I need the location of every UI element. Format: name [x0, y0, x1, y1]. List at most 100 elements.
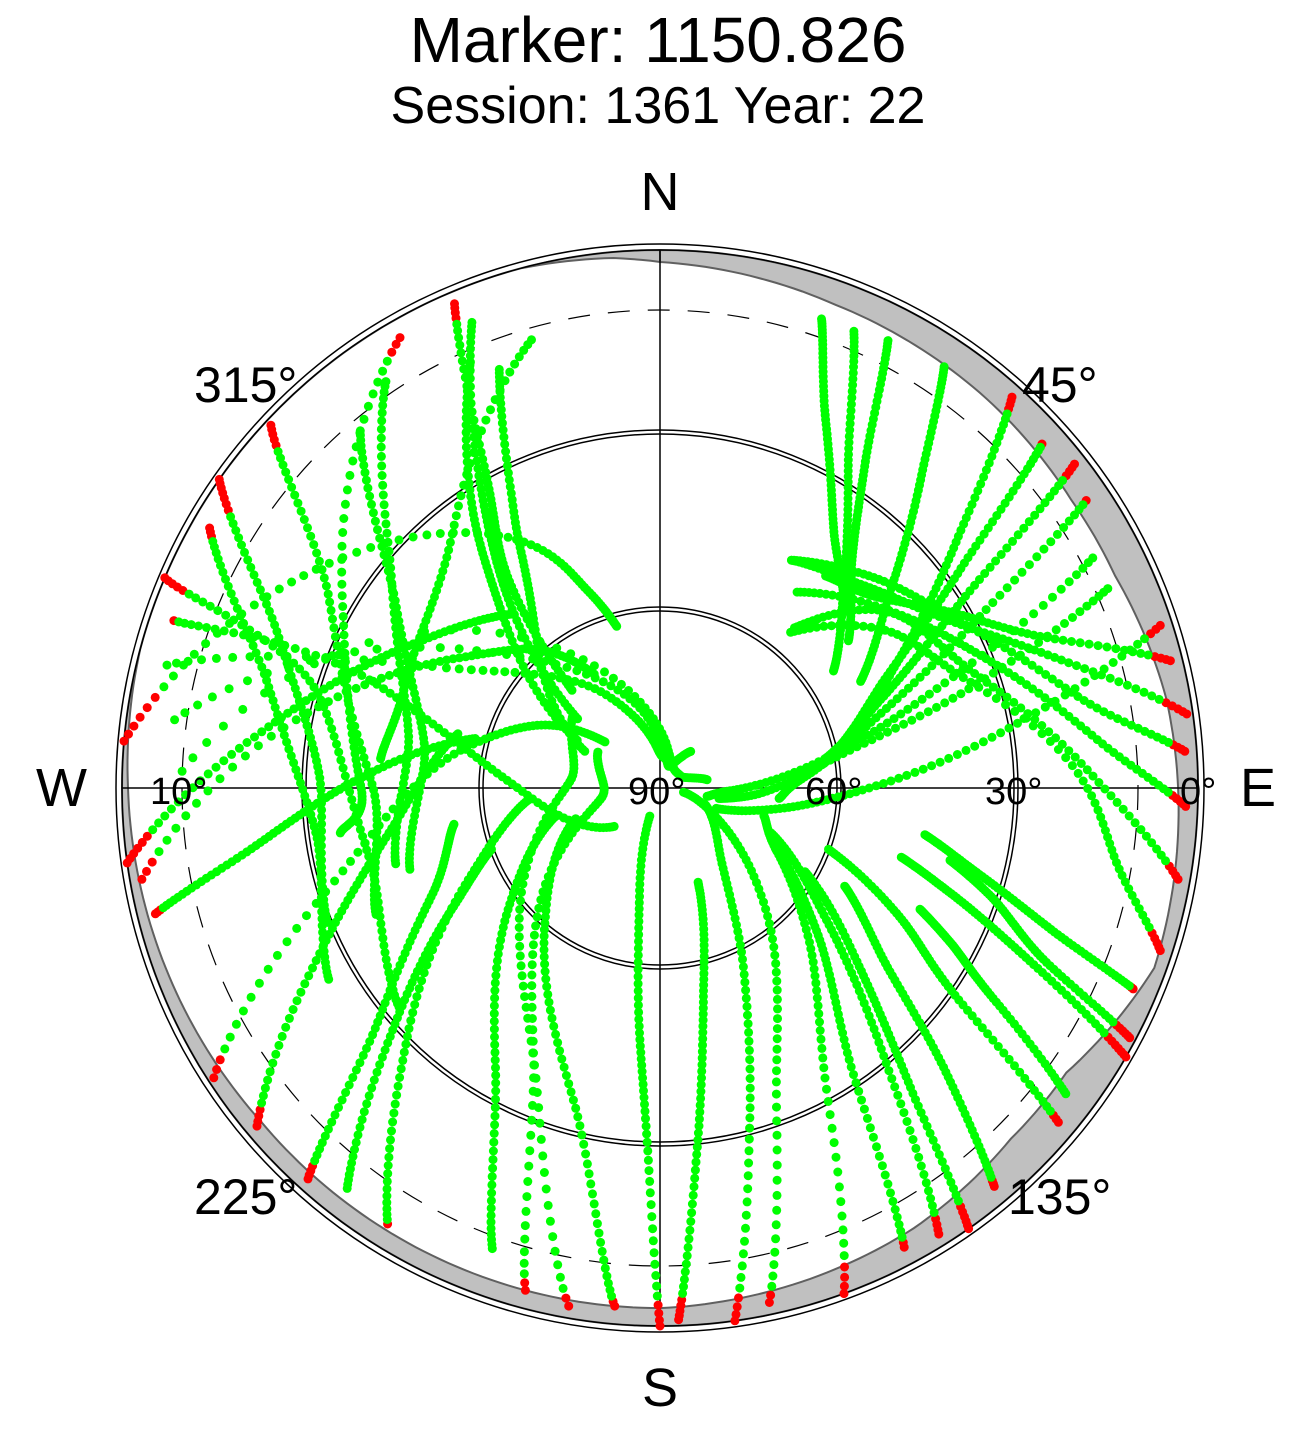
observation-point: [1004, 723, 1014, 733]
observation-point: [581, 1149, 591, 1159]
observation-point: [147, 857, 157, 867]
observation-point: [647, 1212, 657, 1222]
observation-point: [465, 344, 475, 354]
observation-point: [490, 1047, 500, 1057]
observation-point: [695, 1107, 705, 1117]
observation-point: [1060, 683, 1070, 693]
observation-point: [484, 529, 493, 539]
observation-point: [281, 1022, 291, 1032]
observation-point: [349, 802, 359, 812]
observation-point: [879, 779, 888, 788]
observation-point: [474, 471, 484, 481]
observation-point: [927, 1201, 937, 1211]
observation-point: [491, 1086, 501, 1096]
observation-point: [553, 1260, 563, 1270]
observation-point: [194, 621, 203, 631]
observation-point: [653, 1300, 663, 1310]
observation-point: [321, 887, 331, 897]
observation-point: [389, 589, 399, 599]
observation-point: [1084, 639, 1094, 649]
observation-point: [493, 949, 503, 959]
observation-point: [323, 589, 333, 599]
observation-point: [171, 823, 181, 833]
observation-point: [732, 1302, 742, 1312]
observation-point: [451, 511, 461, 521]
observation-point: [278, 460, 288, 470]
observation-point: [770, 950, 780, 960]
observation-point: [892, 1212, 902, 1222]
observation-point: [1024, 560, 1034, 570]
observation-point: [339, 621, 349, 631]
observation-point: [490, 1055, 500, 1065]
observation-point: [317, 805, 327, 815]
observation-point: [847, 386, 857, 396]
observation-point: [877, 1161, 887, 1171]
observation-point: [769, 1260, 779, 1270]
satellite-track: [840, 881, 999, 1191]
observation-point: [371, 883, 381, 893]
observation-point: [735, 1283, 745, 1293]
observation-point: [355, 825, 365, 834]
observation-point: [531, 1073, 541, 1083]
observation-point: [490, 1040, 500, 1050]
observation-point: [639, 1093, 649, 1102]
observation-point: [772, 1102, 781, 1112]
observation-point: [812, 986, 822, 995]
observation-point: [1024, 517, 1034, 527]
observation-point: [1046, 537, 1056, 547]
observation-point: [322, 709, 332, 719]
observation-point: [316, 879, 326, 888]
observation-point: [1015, 650, 1025, 660]
observation-point: [1093, 641, 1103, 651]
observation-point: [980, 569, 990, 578]
observation-point: [519, 1269, 529, 1279]
observation-point: [523, 1177, 533, 1186]
satellite-track: [846, 392, 1017, 742]
observation-point: [274, 1040, 284, 1050]
observation-point: [652, 1291, 662, 1301]
observation-point: [745, 1113, 755, 1123]
observation-point: [381, 519, 391, 529]
observation-point: [372, 890, 382, 900]
observation-point: [339, 630, 349, 640]
observation-point: [279, 723, 289, 732]
observation-point: [425, 952, 435, 962]
observation-point: [263, 651, 273, 661]
observation-point: [931, 1143, 941, 1152]
observation-point: [589, 669, 599, 679]
observation-point: [1054, 679, 1064, 689]
observation-point: [359, 753, 369, 762]
observation-point: [550, 1246, 560, 1256]
observation-point: [1056, 655, 1066, 665]
observation-point: [744, 1158, 754, 1168]
observation-point: [381, 558, 391, 568]
observation-point: [923, 707, 933, 717]
observation-point: [308, 963, 317, 973]
observation-point: [888, 1196, 898, 1206]
satellite-track: [674, 877, 709, 1325]
observation-point: [406, 1016, 416, 1026]
observation-point: [1147, 691, 1157, 701]
observation-point: [279, 730, 289, 740]
observation-point: [316, 785, 326, 795]
observation-point: [166, 804, 176, 814]
observation-point: [568, 1095, 578, 1105]
observation-point: [879, 1051, 889, 1061]
observation-point: [520, 668, 530, 678]
observation-point: [489, 1137, 499, 1147]
observation-point: [988, 598, 998, 608]
observation-point: [472, 456, 482, 466]
observation-point: [404, 1024, 414, 1034]
observation-point: [927, 661, 937, 671]
observation-point: [478, 665, 488, 675]
observation-point: [453, 729, 463, 739]
observation-point: [1143, 650, 1153, 660]
observation-point: [980, 674, 990, 684]
observation-point: [351, 810, 361, 820]
observation-point: [577, 1130, 587, 1140]
observation-point: [195, 776, 205, 786]
observation-point: [844, 1055, 854, 1065]
observation-point: [1141, 831, 1151, 841]
observation-point: [360, 838, 370, 848]
observation-point: [338, 528, 348, 537]
